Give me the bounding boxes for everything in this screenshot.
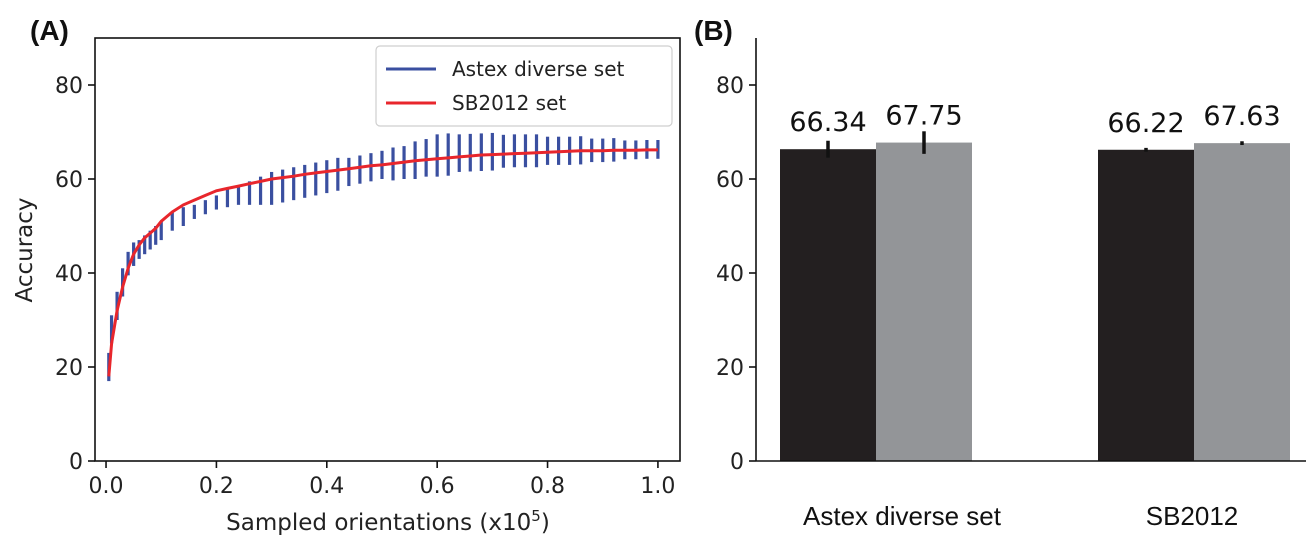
panel-a-xtick-label: 0.8 — [530, 474, 565, 499]
bar-value-label: 66.34 — [789, 107, 866, 138]
category-label-sb2012: SB2012 — [1146, 501, 1239, 531]
panel-a-ytick-label: 0 — [69, 450, 83, 475]
bar — [876, 142, 972, 461]
panel-b-bars: 66.34 66.22 67.75 67.63 — [780, 101, 1290, 462]
astex-errorbars — [107, 132, 660, 382]
panel-a-legend: Astex diverse set SB2012 set — [375, 45, 673, 127]
panel-b-ytick-label: 0 — [730, 450, 744, 475]
panel-a-xtick-label: 0.4 — [309, 474, 344, 499]
panel-a-ylabel: Accuracy — [12, 197, 38, 302]
panel-a-ytick-label: 80 — [55, 74, 83, 99]
panel-a-chart: 0.0 0.2 0.4 0.6 0.8 1.0 0 20 40 60 80 Sampled ori… — [12, 37, 681, 535]
bar — [1194, 143, 1290, 461]
panel-a-ytick-label: 60 — [55, 168, 83, 193]
bar-value-label: 66.22 — [1107, 108, 1184, 139]
panel-b-label: (B) — [694, 15, 733, 46]
panel-a-frame — [94, 37, 681, 462]
bar-value-label: 67.75 — [885, 101, 962, 132]
panel-b-ytick-label: 40 — [716, 262, 744, 287]
panel-b-ytick-label: 80 — [716, 74, 744, 99]
bar-value-label: 67.63 — [1203, 101, 1280, 132]
legend-label-sb2012: SB2012 set — [452, 91, 566, 115]
panel-a-ytick-label: 20 — [55, 356, 83, 381]
panel-a-label: (A) — [30, 15, 69, 46]
panel-b-ytick-label: 20 — [716, 356, 744, 381]
panel-b-ytick-label: 60 — [716, 168, 744, 193]
panel-b-yticks: 0 20 40 60 80 — [716, 74, 756, 475]
panel-a-yticks: 0 20 40 60 80 — [55, 74, 95, 475]
panel-a-xtick-label: 1.0 — [640, 474, 675, 499]
panel-a-xtick-label: 0.0 — [89, 474, 124, 499]
panel-a-xtick-label: 0.6 — [420, 474, 455, 499]
panel-a-xticks: 0.0 0.2 0.4 0.6 0.8 1.0 — [89, 461, 675, 499]
sb2012-line — [107, 148, 658, 377]
panel-a-xtick-label: 0.2 — [199, 474, 234, 499]
panel-b-chart: 66.34 66.22 67.75 67.63 0 20 40 60 80 Astex div… — [716, 38, 1306, 531]
legend-label-astex: Astex diverse set — [452, 57, 625, 81]
bar — [1098, 149, 1194, 462]
bar — [780, 149, 876, 461]
panel-a-ytick-label: 40 — [55, 262, 83, 287]
panel-a-xlabel: Sampled orientations (x105) — [226, 507, 550, 535]
category-label-astex: Astex diverse set — [803, 501, 1002, 531]
